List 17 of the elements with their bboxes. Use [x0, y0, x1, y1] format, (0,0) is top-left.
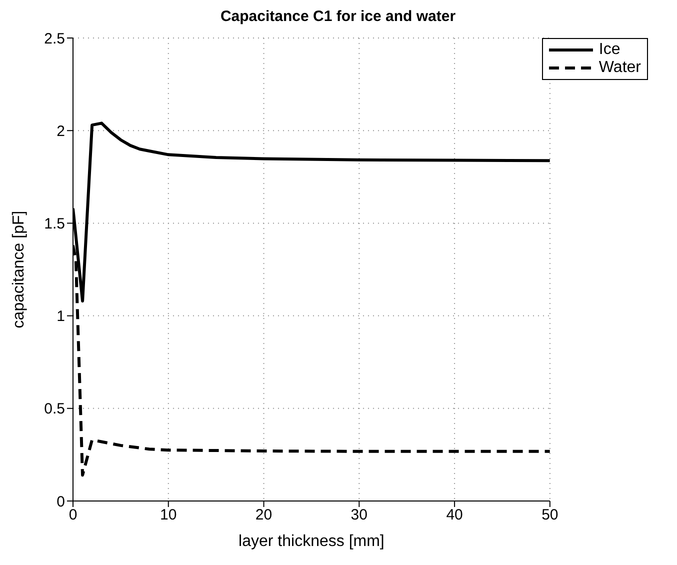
- y-tick-label: 0.5: [44, 400, 65, 418]
- x-tick-label: 20: [255, 506, 272, 524]
- y-tick-label: 1.5: [44, 216, 65, 233]
- y-tick-label: 2: [56, 122, 65, 140]
- chart-title: Capacitance C1 for ice and water: [219, 8, 457, 27]
- y-tick-label: 2.5: [44, 30, 65, 48]
- y-axis-title: capacitance [pF]: [10, 210, 28, 328]
- x-tick-label: 40: [446, 506, 463, 524]
- x-tick-label: 50: [542, 506, 558, 524]
- x-tick-label: 10: [160, 506, 177, 524]
- y-tick-label: 0: [56, 493, 65, 510]
- x-tick-label: 30: [350, 506, 368, 524]
- x-tick-label: 0: [68, 506, 78, 524]
- x-axis-title: layer thickness [mm]: [238, 533, 384, 550]
- legend-label: Ice: [598, 41, 620, 59]
- y-tick-label: 1: [56, 308, 65, 326]
- legend-label: Water: [598, 59, 641, 77]
